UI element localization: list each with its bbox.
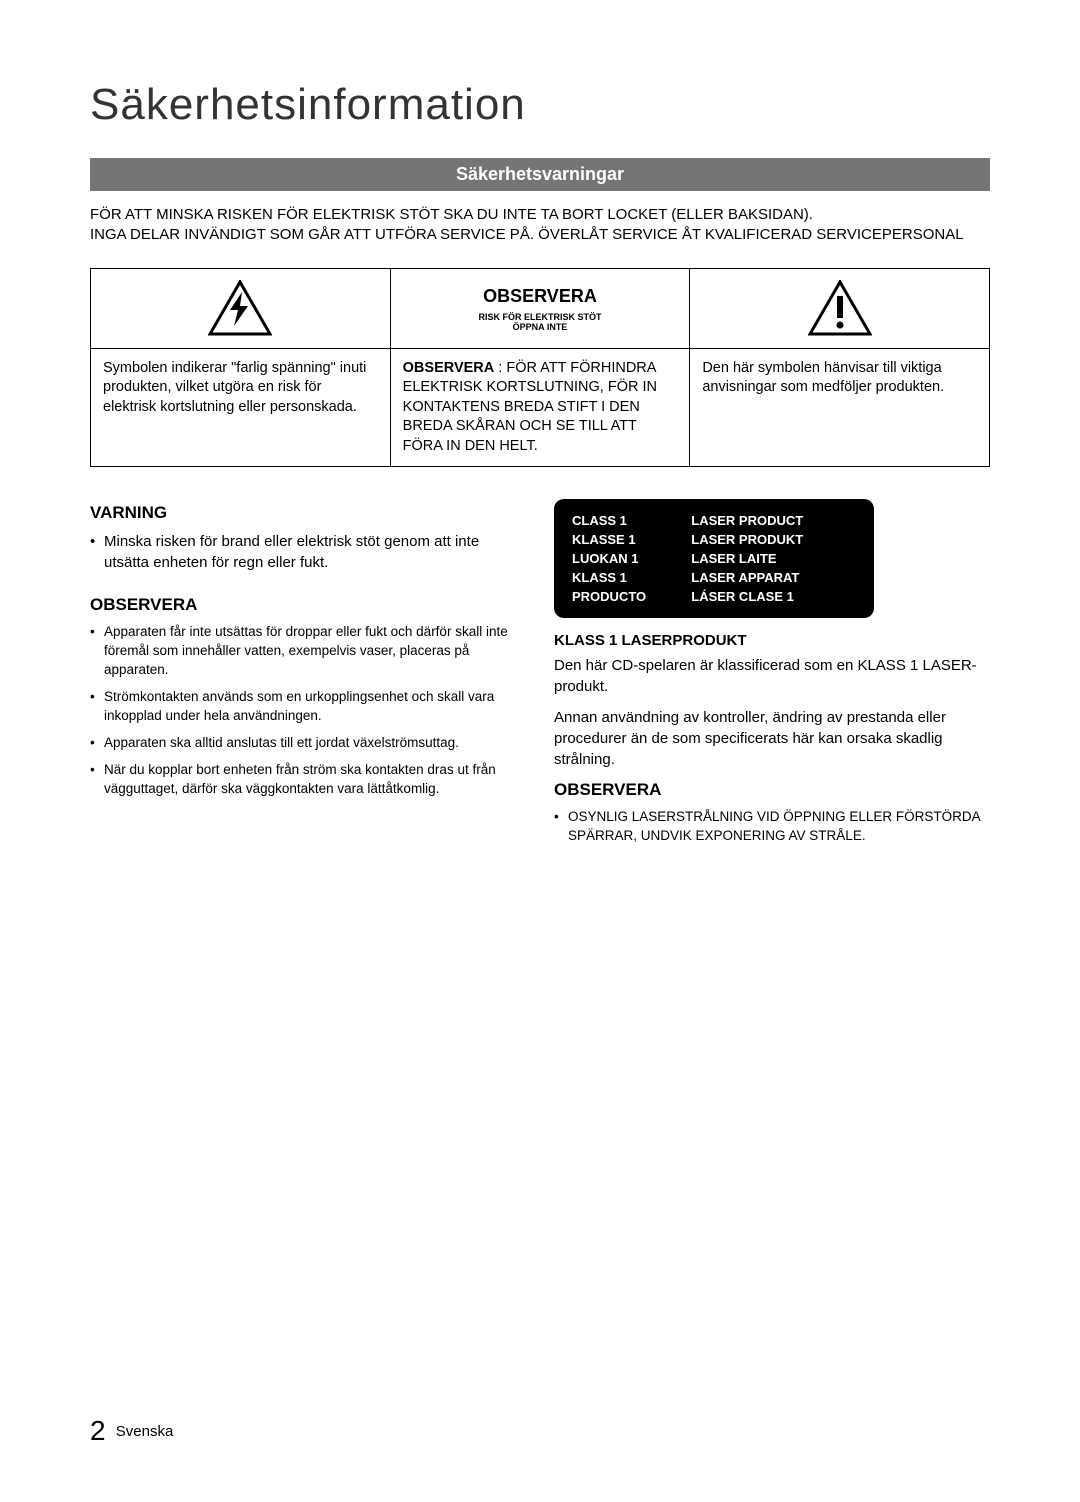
warning-table: OBSERVERA RISK FÖR ELEKTRISK STÖT ÖPPNA … xyxy=(90,268,990,468)
two-column-layout: VARNING Minska risken för brand eller el… xyxy=(90,495,990,854)
observera-list-left: Apparaten får inte utsättas för droppar … xyxy=(90,623,526,798)
exclamation-icon xyxy=(808,280,872,336)
intro-line2: INGA DELAR INVÄNDIGT SOM GÅR ATT UTFÖRA … xyxy=(90,226,964,243)
table-row: KLASS 1LASER APPARAT xyxy=(572,568,856,587)
table-row: CLASS 1LASER PRODUCT xyxy=(572,511,856,530)
section-banner: Säkerhetsvarningar xyxy=(90,158,990,191)
laser-c1: KLASS 1 xyxy=(572,568,691,587)
laser-c2: LASER APPARAT xyxy=(691,568,856,587)
observera-sub2: ÖPPNA INTE xyxy=(395,322,686,332)
right-column: CLASS 1LASER PRODUCT KLASSE 1LASER PRODU… xyxy=(554,495,990,854)
varning-list: Minska risken för brand eller elektrisk … xyxy=(90,531,526,573)
laser-c2: LASER PRODUKT xyxy=(691,530,856,549)
warning-cell-2: OBSERVERA : FÖR ATT FÖRHINDRA ELEKTRISK … xyxy=(390,348,690,467)
laser-class-box: CLASS 1LASER PRODUCT KLASSE 1LASER PRODU… xyxy=(554,499,874,618)
intro-line1: FÖR ATT MINSKA RISKEN FÖR ELEKTRISK STÖT… xyxy=(90,206,813,223)
lightning-icon-cell xyxy=(91,268,391,348)
intro-text: FÖR ATT MINSKA RISKEN FÖR ELEKTRISK STÖT… xyxy=(90,205,990,246)
left-column: VARNING Minska risken för brand eller el… xyxy=(90,495,526,854)
klass1-p1: Den här CD-spelaren är klassificerad som… xyxy=(554,655,990,697)
laser-c1: PRODUCTO xyxy=(572,587,691,606)
klass1-p2: Annan användning av kontroller, ändring … xyxy=(554,707,990,770)
observera-header-cell: OBSERVERA RISK FÖR ELEKTRISK STÖT ÖPPNA … xyxy=(390,268,690,348)
observera-sub1: RISK FÖR ELEKTRISK STÖT xyxy=(395,312,686,322)
laser-c2: LÁSER CLASE 1 xyxy=(691,587,856,606)
warning-cell-2-bold: OBSERVERA xyxy=(403,360,495,376)
observera-heading-right: OBSERVERA xyxy=(554,780,990,800)
exclamation-icon-cell xyxy=(690,268,990,348)
list-item: När du kopplar bort enheten från ström s… xyxy=(90,761,526,799)
observera-header: OBSERVERA xyxy=(395,284,686,308)
list-item: Minska risken för brand eller elektrisk … xyxy=(90,531,526,573)
observera-list-right: OSYNLIG LASERSTRÅLNING VID ÖPPNING ELLER… xyxy=(554,808,990,846)
page-number: 2 xyxy=(90,1415,106,1446)
table-row: LUOKAN 1LASER LAITE xyxy=(572,549,856,568)
warning-cell-3: Den här symbolen hänvisar till viktiga a… xyxy=(690,348,990,467)
table-row: PRODUCTOLÁSER CLASE 1 xyxy=(572,587,856,606)
observera-heading-left: OBSERVERA xyxy=(90,595,526,615)
laser-c2: LASER LAITE xyxy=(691,549,856,568)
list-item: Apparaten får inte utsättas för droppar … xyxy=(90,623,526,680)
lightning-icon xyxy=(208,280,272,336)
list-item: Strömkontakten används som en urkoppling… xyxy=(90,688,526,726)
page-title: Säkerhetsinformation xyxy=(90,80,990,130)
laser-c2: LASER PRODUCT xyxy=(691,511,856,530)
varning-heading: VARNING xyxy=(90,503,526,523)
list-item: OSYNLIG LASERSTRÅLNING VID ÖPPNING ELLER… xyxy=(554,808,990,846)
page-footer: 2 Svenska xyxy=(90,1415,173,1447)
laser-table: CLASS 1LASER PRODUCT KLASSE 1LASER PRODU… xyxy=(572,511,856,606)
page-language: Svenska xyxy=(116,1423,174,1440)
table-row: KLASSE 1LASER PRODUKT xyxy=(572,530,856,549)
klass1-heading: KLASS 1 LASERPRODUKT xyxy=(554,632,990,649)
list-item: Apparaten ska alltid anslutas till ett j… xyxy=(90,734,526,753)
laser-c1: CLASS 1 xyxy=(572,511,691,530)
laser-c1: LUOKAN 1 xyxy=(572,549,691,568)
warning-cell-1: Symbolen indikerar "farlig spänning" inu… xyxy=(91,348,391,467)
laser-c1: KLASSE 1 xyxy=(572,530,691,549)
